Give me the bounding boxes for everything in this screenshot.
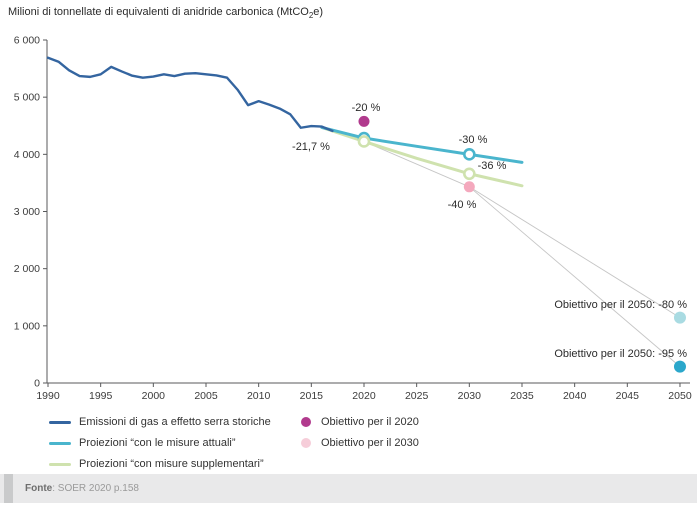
legend-item-wem: Proiezioni “con le misure attuali” <box>49 436 297 450</box>
annotation-label-3: -36 % <box>478 160 507 172</box>
y-axis-tick-label: 0 <box>34 378 40 390</box>
legend-label-target-2020: Obiettivo per il 2020 <box>321 416 419 428</box>
axis-lines <box>46 40 690 384</box>
x-axis-tick-label: 2040 <box>563 390 587 402</box>
y-axis-tick-label: 4 000 <box>14 149 40 161</box>
legend-item-target-2020: Obiettivo per il 2020 <box>297 415 419 429</box>
x-axis-tick-label: 2015 <box>300 390 324 402</box>
target-2030 <box>463 181 475 193</box>
annotation-label-6: Obiettivo per il 2050: -95 % <box>554 348 687 360</box>
historical-line-swatch <box>49 420 71 424</box>
source-footer: Fonte: SOER 2020 p.158 <box>0 474 697 503</box>
target-2020-dot-swatch <box>301 417 311 427</box>
chart-legend: Emissioni di gas a effetto serra storich… <box>49 415 669 478</box>
annotation-label-2: -30 % <box>459 134 488 146</box>
target-2030-dot-swatch <box>301 438 311 448</box>
y-axis-tick-label: 5 000 <box>14 92 40 104</box>
y-axis-tick-label: 1 000 <box>14 320 40 332</box>
legend-item-target-2030: Obiettivo per il 2030 <box>297 436 419 450</box>
y-axis-tick-label: 2 000 <box>14 263 40 275</box>
x-axis-tick-label: 1990 <box>36 390 60 402</box>
target-connector-line-0 <box>363 141 681 318</box>
x-axis-tick-label: 2030 <box>458 390 482 402</box>
wem-projection-line <box>320 125 524 164</box>
x-axis-tick-label: 2035 <box>510 390 534 402</box>
x-axis-tick-label: 2050 <box>668 390 692 402</box>
target-2050-95 <box>673 360 686 373</box>
footer-accent-bar <box>4 474 13 503</box>
legend-label-target-2030: Obiettivo per il 2030 <box>321 437 419 449</box>
x-axis-tick-label: 2025 <box>405 390 429 402</box>
legend-label-wam: Proiezioni “con misure supplementari” <box>79 458 264 470</box>
chart-title-text: Milioni di tonnellate di equivalenti di … <box>8 6 309 18</box>
target-2050-80 <box>673 311 686 324</box>
wam-projection-line <box>320 125 524 188</box>
wam-2020-marker <box>357 135 371 148</box>
chart-title-text-end: e) <box>313 6 324 18</box>
wem-2030-marker <box>463 148 476 161</box>
historical-series-line <box>46 56 334 133</box>
annotation-label-5: Obiettivo per il 2050: -80 % <box>554 299 687 311</box>
legend-targets-column: Obiettivo per il 2020 Obiettivo per il 2… <box>297 415 419 478</box>
target-2020 <box>358 115 370 127</box>
x-axis-tick-label: 1995 <box>89 390 113 402</box>
x-axis-tick-label: 2010 <box>247 390 271 402</box>
x-axis-tick-label: 2000 <box>142 390 166 402</box>
annotation-label-0: -20 % <box>352 102 381 114</box>
legend-label-historical: Emissioni di gas a effetto serra storich… <box>79 416 271 428</box>
x-axis-tick-label: 2045 <box>616 390 640 402</box>
target-connector-line-1 <box>469 186 681 367</box>
legend-label-wem: Proiezioni “con le misure attuali” <box>79 437 236 449</box>
y-axis-tick-label: 6 000 <box>14 35 40 47</box>
wem-line-swatch <box>49 441 71 445</box>
source-label: Fonte <box>25 483 53 494</box>
legend-item-historical: Emissioni di gas a effetto serra storich… <box>49 415 297 429</box>
chart-title: Milioni di tonnellate di equivalenti di … <box>8 6 323 20</box>
annotation-label-4: -40 % <box>448 199 477 211</box>
wam-line-swatch <box>49 462 71 466</box>
y-axis-tick-label: 3 000 <box>14 206 40 218</box>
annotation-label-1: -21,7 % <box>292 141 330 153</box>
x-axis-tick-label: 2005 <box>194 390 218 402</box>
legend-item-wam: Proiezioni “con misure supplementari” <box>49 457 297 471</box>
source-value: : SOER 2020 p.158 <box>52 483 139 494</box>
legend-series-column: Emissioni di gas a effetto serra storich… <box>49 415 297 478</box>
chart-title-subscript: 2 <box>308 11 314 21</box>
x-axis-tick-label: 2020 <box>352 390 376 402</box>
wam-2030-marker <box>463 167 476 181</box>
source-text: Fonte: SOER 2020 p.158 <box>25 483 139 494</box>
